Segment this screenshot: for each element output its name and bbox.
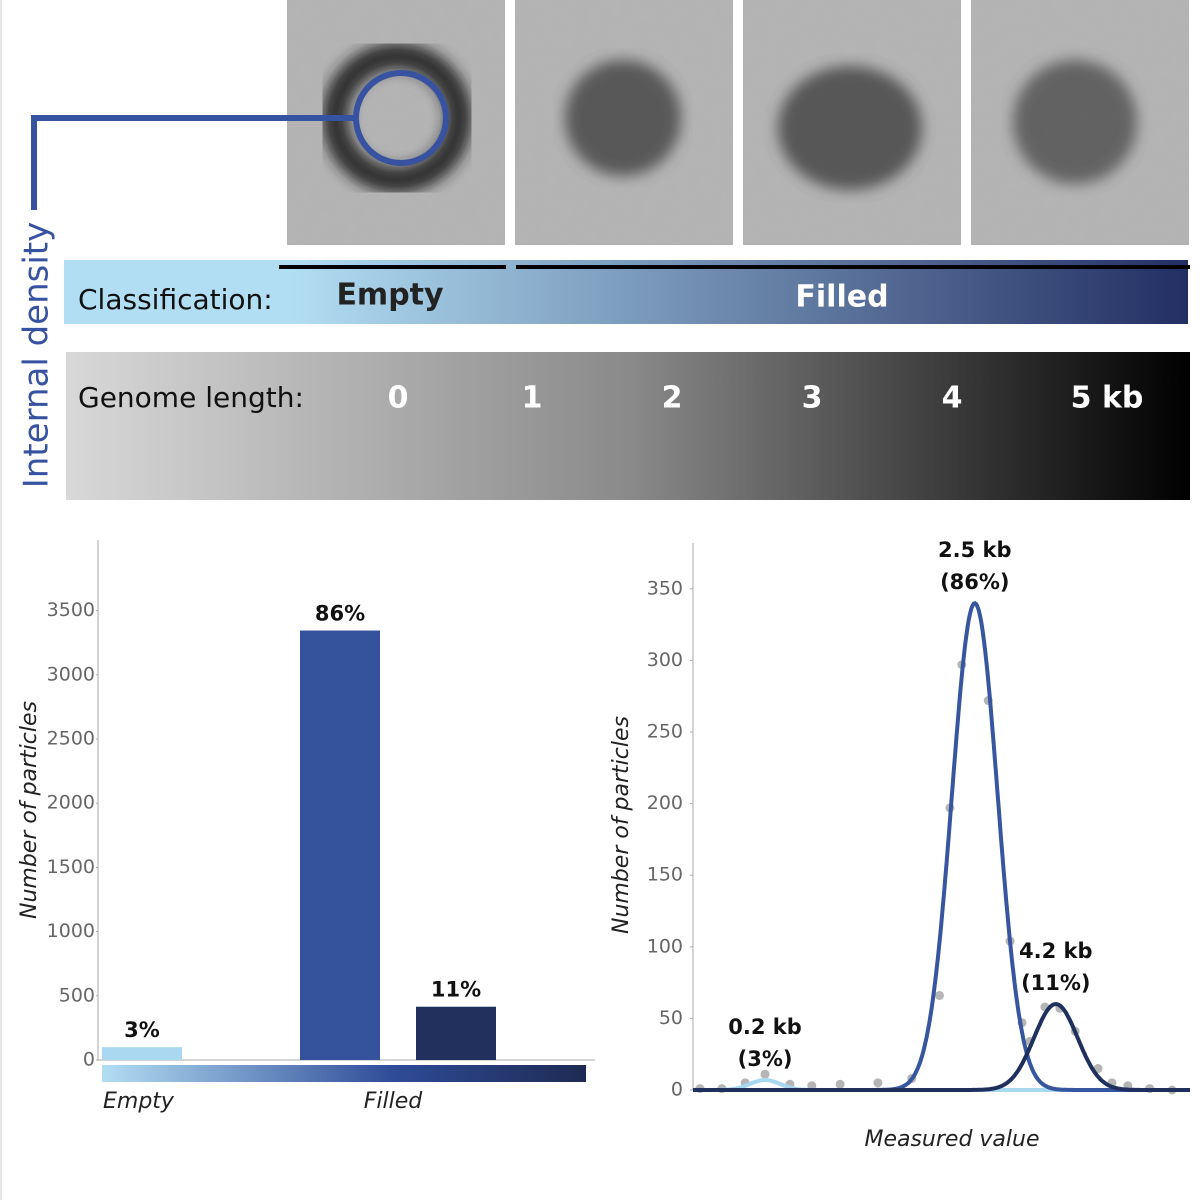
micrographs bbox=[287, 0, 1189, 245]
y-tick-label: 3500 bbox=[47, 599, 95, 621]
bracket bbox=[31, 115, 356, 210]
peak-share: (11%) bbox=[1021, 971, 1090, 995]
class-name: Empty bbox=[336, 278, 444, 313]
peak-label: 2.5 kb bbox=[938, 538, 1012, 562]
genome-tick: 2 bbox=[662, 381, 683, 416]
genome-label: Genome length: bbox=[78, 381, 304, 414]
y-tick-label: 1500 bbox=[47, 856, 95, 878]
y-axis-title: Number of particles bbox=[609, 716, 634, 934]
y-tick-label: 0 bbox=[83, 1049, 95, 1071]
bar-annotation: 11% bbox=[431, 978, 481, 1002]
bar-annotation: 86% bbox=[315, 602, 365, 626]
y-tick-label: 300 bbox=[647, 649, 683, 671]
y-tick-label: 500 bbox=[59, 984, 95, 1006]
genome-tick: 3 bbox=[802, 381, 823, 416]
peak-label: 4.2 kb bbox=[1019, 939, 1093, 963]
y-tick-label: 100 bbox=[647, 935, 683, 957]
class-gradient bbox=[102, 1065, 586, 1082]
y-tick-label: 2000 bbox=[47, 792, 95, 814]
data-point bbox=[873, 1078, 883, 1088]
peak-share: (3%) bbox=[738, 1047, 793, 1071]
genome-tick: 5 kb bbox=[1071, 381, 1144, 416]
y-tick-label: 1000 bbox=[47, 920, 95, 942]
genome-tick: 4 bbox=[942, 381, 963, 416]
bar bbox=[102, 1047, 182, 1060]
data-point bbox=[760, 1069, 770, 1079]
bar bbox=[300, 630, 380, 1060]
y-tick-label: 2500 bbox=[47, 728, 95, 750]
data-point bbox=[835, 1079, 845, 1089]
y-tick-label: 3000 bbox=[47, 663, 95, 685]
classification-band bbox=[64, 260, 1188, 324]
peak-label: 0.2 kb bbox=[728, 1015, 802, 1039]
class-name: Filled bbox=[795, 280, 888, 315]
data-point bbox=[935, 990, 945, 1000]
y-axis-title: Number of particles bbox=[17, 701, 42, 919]
y-tick-label: 150 bbox=[647, 864, 683, 886]
bar bbox=[416, 1006, 496, 1060]
y-tick-label: 250 bbox=[647, 721, 683, 743]
group-label: Empty bbox=[103, 1089, 175, 1114]
classification-label: Classification: bbox=[78, 283, 273, 316]
bar-annotation: 3% bbox=[124, 1018, 160, 1042]
y-tick-label: 350 bbox=[647, 577, 683, 599]
genome-tick: 0 bbox=[388, 381, 409, 416]
y-tick-label: 200 bbox=[647, 792, 683, 814]
genome-band bbox=[66, 352, 1190, 500]
genome-tick: 1 bbox=[522, 381, 543, 416]
genome-ticks: 0 1 2 3 4 5 kb bbox=[388, 381, 1144, 416]
x-axis-title: Measured value bbox=[864, 1127, 1039, 1152]
side-label: Internal density bbox=[17, 222, 57, 489]
y-tick-label: 50 bbox=[659, 1007, 683, 1029]
peak-share: (86%) bbox=[940, 570, 1009, 594]
group-label: Filled bbox=[364, 1089, 424, 1114]
y-tick-label: 0 bbox=[671, 1079, 683, 1101]
fit-curve bbox=[693, 1002, 1190, 1092]
